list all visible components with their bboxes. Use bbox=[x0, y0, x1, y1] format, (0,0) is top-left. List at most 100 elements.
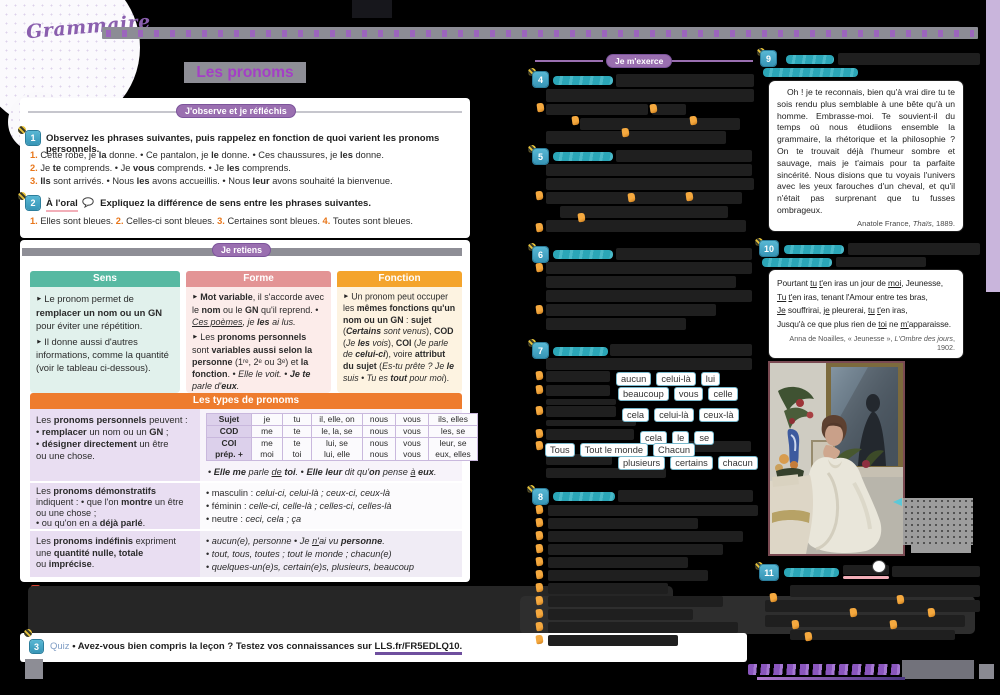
redacted-block bbox=[546, 358, 752, 370]
word-choice: certains bbox=[670, 456, 713, 470]
list-item: • tout, tous, toutes ; tout le monde ; c… bbox=[206, 549, 392, 559]
orange-marker-icon bbox=[571, 115, 580, 126]
redacted-block bbox=[616, 150, 752, 162]
orange-marker-icon bbox=[535, 634, 544, 645]
quiz-line: Quiz • Avez-vous bien compris la leçon ?… bbox=[50, 641, 463, 655]
orange-marker-icon bbox=[689, 115, 698, 126]
exercise-4-badge: 4 bbox=[533, 72, 548, 87]
redacted-block bbox=[546, 385, 610, 396]
orange-marker-icon bbox=[896, 594, 905, 605]
orange-marker-icon bbox=[535, 621, 544, 632]
redacted-label bbox=[553, 152, 613, 161]
orange-marker-icon bbox=[535, 582, 544, 593]
redacted-block bbox=[546, 290, 752, 302]
page-number-block bbox=[25, 659, 43, 679]
list-item: • quelques-un(e)s, certain(e)s, plusieur… bbox=[206, 562, 415, 572]
types-personnels-text: Les pronoms personnels peuvent : • rempl… bbox=[36, 414, 188, 461]
orange-marker-icon bbox=[685, 191, 694, 202]
redacted-block bbox=[616, 74, 754, 87]
quiz-link[interactable]: LLS.fr/FR5EDLQ10. bbox=[374, 641, 463, 655]
orange-marker-icon bbox=[535, 569, 544, 580]
redacted-block bbox=[546, 454, 612, 465]
bee-icon bbox=[528, 145, 536, 153]
redacted-block bbox=[546, 276, 736, 288]
redacted-block bbox=[838, 53, 980, 65]
bee-icon bbox=[755, 562, 763, 570]
orange-marker-icon bbox=[535, 440, 544, 451]
redacted-block bbox=[548, 570, 708, 581]
exercise-7-badge: 7 bbox=[533, 343, 548, 358]
exercise-11-badge: 11 bbox=[760, 565, 778, 580]
indefinis-bullets: • aucun(e), personne • Je n'ai vu person… bbox=[206, 535, 460, 574]
speech-bubble-icon bbox=[872, 560, 886, 573]
redacted-block bbox=[548, 583, 668, 594]
types-indefinis-text: Les pronoms indéfinis expriment une quan… bbox=[36, 536, 176, 569]
orange-marker-icon bbox=[535, 370, 544, 381]
speech-bubble-icon bbox=[82, 197, 95, 209]
orange-marker-icon bbox=[849, 607, 858, 618]
redacted-block bbox=[546, 89, 754, 102]
redacted-block bbox=[546, 399, 616, 405]
forme-box-header: Forme bbox=[186, 271, 331, 287]
woman-figure bbox=[804, 414, 882, 553]
orange-marker-icon bbox=[535, 384, 544, 395]
redacted-block bbox=[548, 557, 688, 568]
word-choice: celle bbox=[708, 387, 738, 401]
redacted-block bbox=[548, 609, 693, 620]
list-item: • aucun(e), personne • Je n'ai vu person… bbox=[206, 536, 385, 546]
fonction-bullet: ► Un pronom peut occuper les mêmes fonct… bbox=[343, 291, 456, 383]
word-choice: plusieurs bbox=[618, 456, 666, 470]
exercise-1-prompt: Observez les phrases suivantes, puis rap… bbox=[46, 133, 440, 155]
bee-icon bbox=[528, 68, 536, 76]
personal-pronouns-table: Sujet je tu il, elle, on nous vous ils, … bbox=[206, 413, 478, 461]
list-item: • neutre : ceci, cela ; ça bbox=[206, 514, 302, 524]
word-choice: chacun bbox=[717, 456, 758, 470]
observe-header: J'observe et je réfléchis bbox=[176, 104, 296, 118]
word-choice: vous bbox=[673, 387, 704, 401]
orange-marker-icon bbox=[535, 405, 544, 416]
word-choice: cela bbox=[622, 408, 650, 422]
callout-arrow-icon bbox=[893, 498, 902, 506]
redacted-block bbox=[610, 344, 752, 356]
orange-marker-icon bbox=[627, 192, 636, 203]
types-row-indefinis-left bbox=[30, 531, 200, 577]
redacted-block bbox=[546, 220, 746, 232]
word-choice-row: beaucoup vous celle bbox=[618, 384, 743, 402]
redacted-block bbox=[836, 257, 926, 267]
redacted-label bbox=[553, 250, 613, 259]
exercise-5-badge: 5 bbox=[533, 149, 548, 164]
redacted-block bbox=[546, 304, 716, 316]
redacted-block bbox=[652, 104, 686, 115]
bee-icon bbox=[528, 339, 536, 347]
quiz-badge: 3 bbox=[30, 640, 43, 653]
forme-bullet: ► Mot variable, il s'accorde avec le nom… bbox=[192, 292, 325, 327]
orange-marker-icon bbox=[804, 631, 813, 642]
footer-accent-line bbox=[757, 677, 905, 680]
sens-box-body: ► Le pronom permet de remplacer un nom o… bbox=[30, 289, 180, 374]
types-header-bar: Les types de pronoms bbox=[30, 393, 462, 409]
poem-line: Tu t'en iras, tenant l'Amour entre tes b… bbox=[777, 291, 928, 302]
word-choice-row: cela le se bbox=[640, 428, 719, 446]
orange-marker-icon bbox=[535, 504, 544, 515]
orange-marker-icon bbox=[535, 304, 544, 315]
orange-marker-icon bbox=[621, 127, 630, 138]
redacted-block bbox=[546, 420, 636, 426]
fonction-box-body: ► Un pronom peut occuper les mêmes fonct… bbox=[337, 288, 462, 384]
redacted-block bbox=[548, 505, 758, 516]
list-item: • masculin : celui-ci, celui-là ; ceux-c… bbox=[206, 488, 390, 498]
bee-icon bbox=[528, 243, 536, 251]
redacted-block bbox=[546, 371, 610, 382]
orange-marker-icon bbox=[535, 190, 544, 201]
types-demonstratifs-text: Les pronoms démonstratifs indiquent : • … bbox=[36, 486, 184, 529]
page-edge-strip bbox=[986, 0, 1000, 292]
sens-bullet: ► Le pronom permet de remplacer un nom o… bbox=[36, 293, 163, 331]
redacted-block bbox=[546, 164, 752, 176]
redacted-label bbox=[784, 568, 839, 577]
redacted-block bbox=[676, 441, 751, 452]
exercise-1-item: 3. Ils sont arrivés. • Nous les avons ac… bbox=[30, 176, 393, 186]
redacted-block bbox=[546, 429, 634, 440]
orange-marker-icon bbox=[535, 595, 544, 606]
orange-marker-icon bbox=[577, 212, 586, 223]
orange-marker-icon bbox=[535, 262, 544, 273]
word-choice-row: plusieurs certains chacun bbox=[618, 453, 763, 471]
